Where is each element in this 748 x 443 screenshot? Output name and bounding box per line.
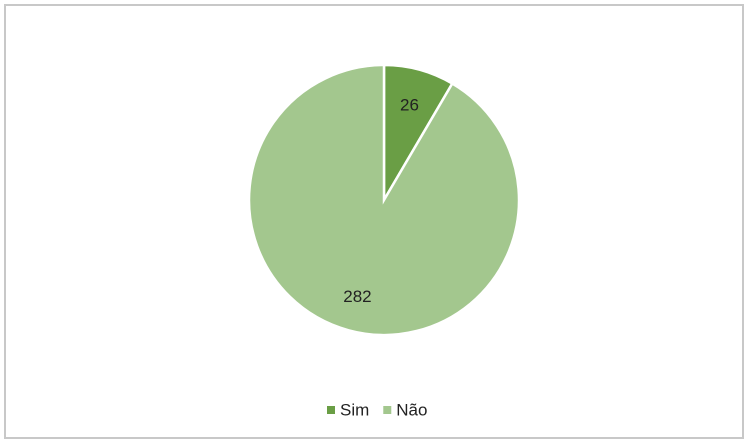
pie-slice (247, 63, 521, 337)
legend-swatch (383, 406, 392, 414)
data-label: 26 (400, 96, 419, 115)
legend-label: Não (396, 400, 427, 419)
legend-label: Sim (340, 400, 369, 419)
legend-swatch (327, 406, 335, 414)
data-label: 282 (343, 287, 371, 306)
